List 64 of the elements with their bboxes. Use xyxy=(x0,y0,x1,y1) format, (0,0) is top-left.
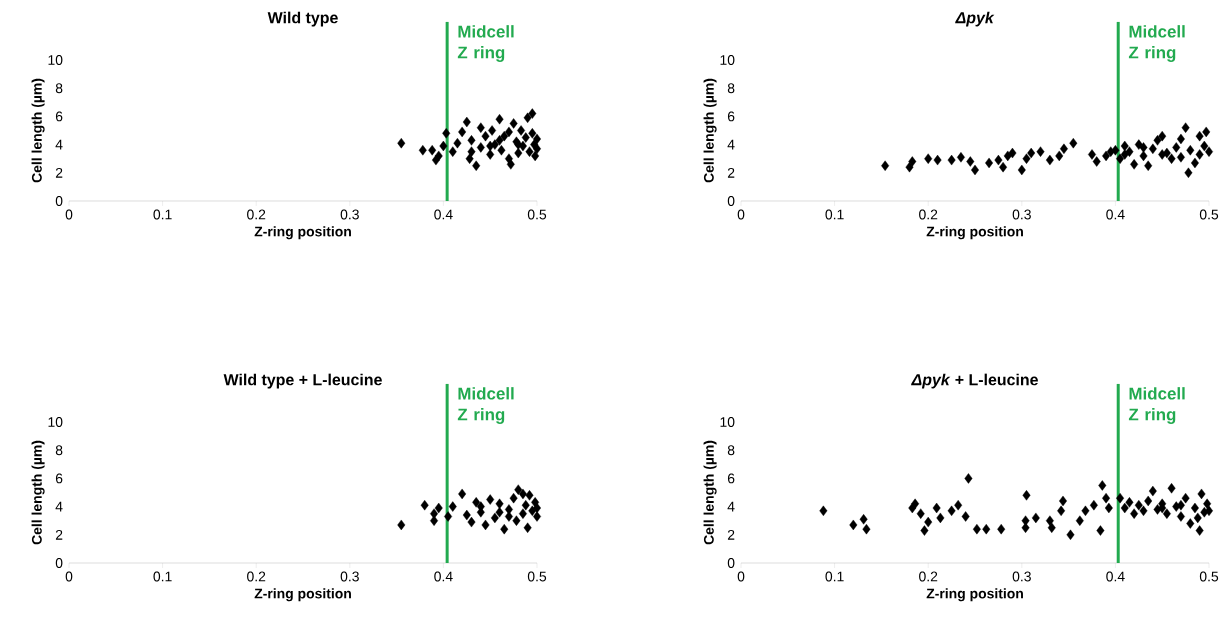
y-tick-label: 4 xyxy=(55,139,63,150)
y-tick-label: 8 xyxy=(55,83,63,94)
x-tick-label: 0.2 xyxy=(919,571,938,582)
ref-line-label: Midcell Z ring xyxy=(457,387,514,424)
y-tick-label: 10 xyxy=(48,417,63,427)
y-tick-label: 8 xyxy=(727,83,735,94)
x-tick-label: 0.4 xyxy=(1106,209,1125,220)
ref-line-label: Midcell Z ring xyxy=(457,25,514,62)
y-tick-label: 0 xyxy=(55,558,63,568)
x-tick-label: 0.1 xyxy=(153,571,172,582)
x-tick-label: 0.5 xyxy=(527,209,547,220)
x-tick-label: 0.2 xyxy=(247,571,266,582)
y-tick-label: 10 xyxy=(720,417,735,427)
y-tick-label: 4 xyxy=(55,501,63,512)
x-tick-label: 0.4 xyxy=(1106,571,1125,582)
y-tick-label: 10 xyxy=(720,55,735,65)
chart-title: Wild type xyxy=(267,11,338,27)
y-tick-label: 2 xyxy=(55,529,63,540)
y-tick-label: 2 xyxy=(55,167,63,178)
y-axis-title: Cell length (µm) xyxy=(31,78,45,183)
y-tick-label: 6 xyxy=(55,111,63,122)
chart-title: Δpyk xyxy=(955,11,995,27)
x-tick-label: 0 xyxy=(737,209,745,220)
y-tick-label: 2 xyxy=(727,167,735,178)
x-tick-label: 0.1 xyxy=(825,209,844,220)
y-tick-label: 10 xyxy=(48,55,63,65)
x-tick-label: 0.2 xyxy=(919,209,938,220)
x-tick-label: 0.3 xyxy=(340,209,359,220)
x-tick-label: 0.4 xyxy=(434,209,453,220)
y-tick-label: 0 xyxy=(55,196,63,206)
x-tick-label: 0.3 xyxy=(340,571,359,582)
x-tick-label: 0 xyxy=(65,209,73,220)
y-tick-label: 2 xyxy=(727,529,735,540)
y-tick-label: 6 xyxy=(55,473,63,484)
y-tick-label: 8 xyxy=(55,445,63,456)
x-tick-label: 0.2 xyxy=(247,209,266,220)
x-tick-label: 0.5 xyxy=(1199,209,1219,220)
x-axis-title: Z-ring position xyxy=(254,588,351,602)
x-axis-title: Z-ring position xyxy=(254,226,351,240)
y-tick-label: 6 xyxy=(727,473,735,484)
ref-line-label: Midcell Z ring xyxy=(1128,25,1185,62)
x-tick-label: 0.1 xyxy=(825,571,844,582)
x-tick-label: 0 xyxy=(65,571,73,582)
chart-title: Δpyk + L-leucine xyxy=(911,373,1038,389)
y-tick-label: 6 xyxy=(727,111,735,122)
y-axis-title: Cell length (µm) xyxy=(31,440,45,545)
y-tick-label: 8 xyxy=(727,445,735,456)
x-tick-label: 0 xyxy=(737,571,745,582)
y-tick-label: 0 xyxy=(727,558,735,568)
y-axis-title: Cell length (µm) xyxy=(703,440,717,545)
chart-title: Wild type + L-leucine xyxy=(223,373,382,389)
y-axis-title: Cell length (µm) xyxy=(703,78,717,183)
x-tick-label: 0.1 xyxy=(153,209,172,220)
y-tick-label: 4 xyxy=(727,139,735,150)
y-tick-label: 0 xyxy=(727,196,735,206)
x-tick-label: 0.5 xyxy=(1199,571,1219,582)
x-axis-title: Z-ring position xyxy=(926,226,1023,240)
x-tick-label: 0.5 xyxy=(527,571,547,582)
x-tick-label: 0.3 xyxy=(1012,209,1031,220)
x-axis-title: Z-ring position xyxy=(926,588,1023,602)
x-tick-label: 0.4 xyxy=(434,571,453,582)
x-tick-label: 0.3 xyxy=(1012,571,1031,582)
ref-line-label: Midcell Z ring xyxy=(1128,387,1185,424)
y-tick-label: 4 xyxy=(727,501,735,512)
